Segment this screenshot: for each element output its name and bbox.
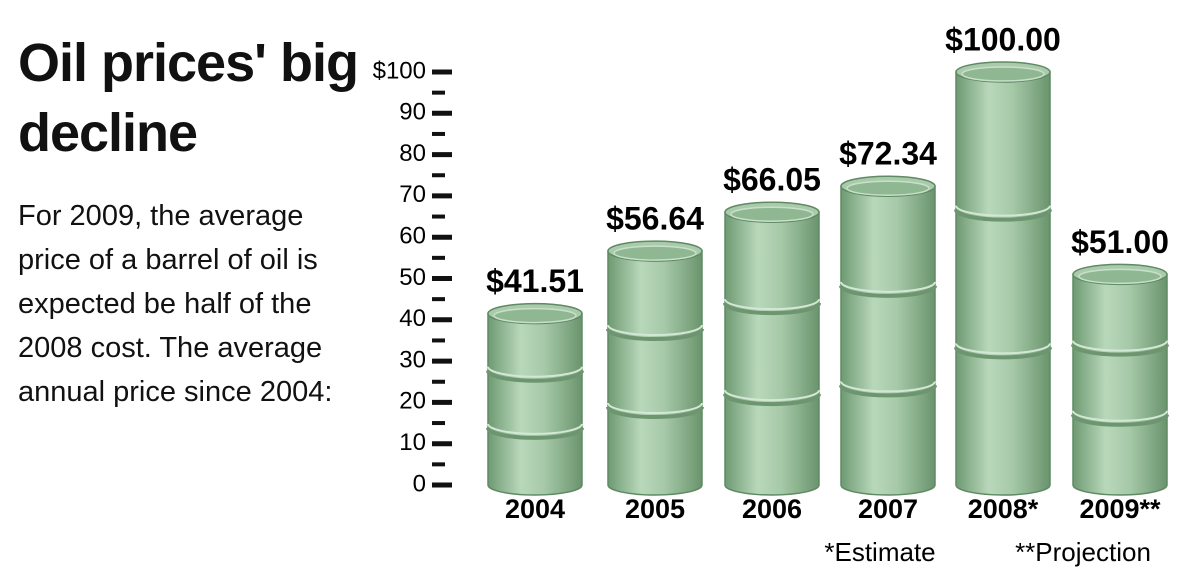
chart-subtitle: For 2009, the average price of a barrel … xyxy=(18,200,333,408)
y-tick-label: 10 xyxy=(399,429,426,456)
barrel xyxy=(1071,263,1169,496)
y-tick-label: 50 xyxy=(399,264,426,291)
barrel-lid xyxy=(961,66,1045,82)
footnote: **Projection xyxy=(1015,537,1151,567)
y-tick-label: 80 xyxy=(399,140,426,167)
value-label: $72.34 xyxy=(839,136,937,172)
barrel-ring-highlight xyxy=(1072,410,1168,422)
barrel-ring-highlight xyxy=(840,281,936,293)
value-label: $51.00 xyxy=(1071,224,1169,260)
barrel-ring xyxy=(1071,414,1169,427)
barrel xyxy=(606,240,704,496)
barrel-ring xyxy=(606,328,704,342)
x-tick-label: 2006 xyxy=(742,494,802,524)
x-tick-label: 2005 xyxy=(625,494,685,524)
barrel-ring xyxy=(839,285,937,298)
x-tick-label: 2009** xyxy=(1079,494,1161,524)
barrel-ring-highlight xyxy=(487,423,583,435)
barrel-ring xyxy=(606,406,704,420)
text-panel: Oil prices' big decline For 2009, the av… xyxy=(18,28,359,414)
barrel-ring xyxy=(723,393,821,407)
barrel-lid xyxy=(493,307,577,324)
barrel-ring xyxy=(1071,344,1169,357)
barrel-ring-highlight xyxy=(607,324,703,337)
barrel-body xyxy=(1072,273,1168,496)
y-tick-label: 30 xyxy=(399,346,426,373)
y-tick-label: 60 xyxy=(399,223,426,250)
barrel-ring-highlight xyxy=(724,389,820,402)
barrel-ring xyxy=(954,346,1052,360)
y-tick-label: 40 xyxy=(399,305,426,332)
barrel-body xyxy=(840,185,936,496)
y-tick-label: 20 xyxy=(399,388,426,415)
footnote: *Estimate xyxy=(824,537,935,567)
barrel xyxy=(723,201,821,496)
y-tick-label: 70 xyxy=(399,181,426,208)
barrel-lid xyxy=(846,180,930,196)
barrel-ring-highlight xyxy=(724,298,820,311)
barrel-lid xyxy=(613,245,697,261)
chart-title: Oil prices' big decline xyxy=(18,33,359,163)
y-tick-label: 90 xyxy=(399,99,426,126)
x-tick-label: 2004 xyxy=(505,494,565,524)
barrel-ring-highlight xyxy=(487,366,583,378)
barrel-ring xyxy=(839,384,937,398)
barrel-lid xyxy=(1078,268,1162,285)
barrel xyxy=(486,302,584,496)
y-tick-label: $100 xyxy=(373,57,426,84)
value-label: $41.51 xyxy=(486,263,584,299)
barrel-body xyxy=(955,71,1051,496)
barrel-lid xyxy=(730,206,814,222)
barrel-ring-highlight xyxy=(955,343,1051,355)
value-label: $100.00 xyxy=(945,21,1061,57)
value-label: $66.05 xyxy=(723,162,821,198)
barrel-ring xyxy=(954,209,1052,222)
barrel xyxy=(839,175,937,496)
x-tick-label: 2007 xyxy=(858,494,918,524)
barrel-body xyxy=(487,312,583,496)
barrel-body xyxy=(724,211,820,496)
barrel-ring xyxy=(723,302,821,316)
barrel xyxy=(954,61,1052,496)
barrel-ring xyxy=(486,427,584,440)
value-label: $56.64 xyxy=(606,201,704,237)
barrel-ring-highlight xyxy=(607,402,703,415)
x-tick-label: 2008* xyxy=(968,494,1039,524)
barrel-ring-highlight xyxy=(955,205,1051,217)
barrel-body xyxy=(607,250,703,496)
barrel-ring-highlight xyxy=(1072,340,1168,352)
barrel-ring-highlight xyxy=(840,381,936,393)
barrel-ring xyxy=(486,370,584,383)
y-tick-label: 0 xyxy=(413,470,426,497)
